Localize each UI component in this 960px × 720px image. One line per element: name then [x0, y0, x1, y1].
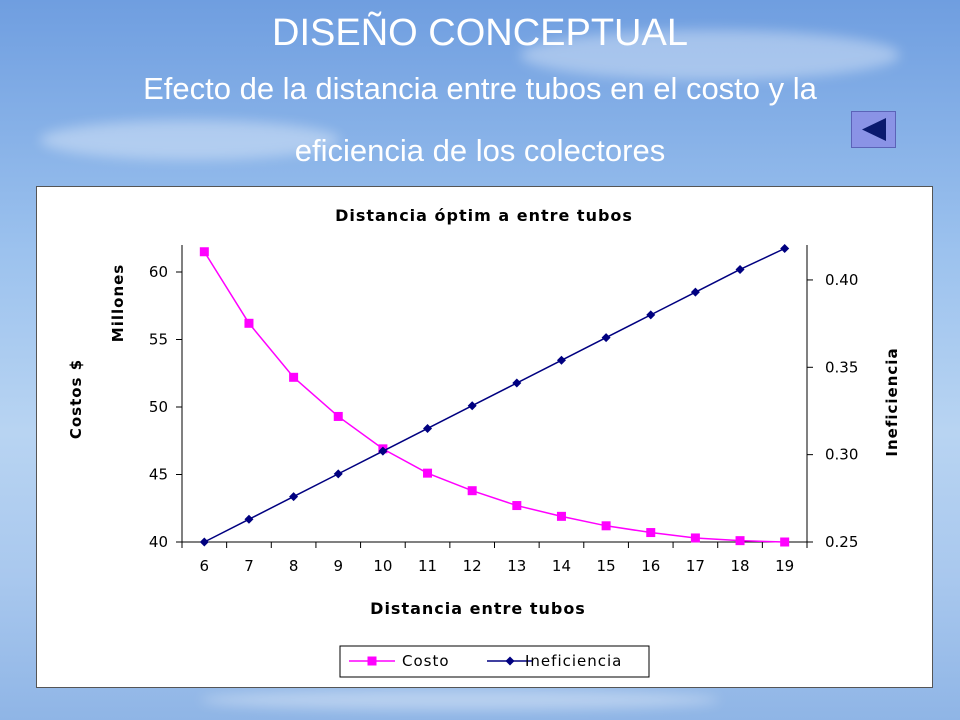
legend-marker-ineficiencia: [505, 656, 515, 666]
subtitle-line-2: eficiencia de los colectores: [294, 133, 666, 168]
x-axis-label: Distancia entre tubos: [370, 599, 586, 618]
x-tick-label: 17: [686, 557, 705, 575]
chart-title: Distancia óptim a entre tubos: [335, 206, 633, 225]
data-point-costo: [289, 372, 299, 382]
x-tick-label: 7: [244, 557, 254, 575]
x-tick-label: 11: [418, 557, 437, 575]
legend-label-ineficiencia: Ineficiencia: [525, 652, 622, 670]
data-point-costo: [690, 533, 700, 543]
data-point-ineficiencia: [735, 264, 745, 274]
back-button[interactable]: [851, 111, 896, 148]
y-tick-label-left: 50: [149, 398, 168, 416]
x-tick-label: 10: [373, 557, 392, 575]
x-tick-label: 6: [200, 557, 210, 575]
data-point-ineficiencia: [423, 423, 433, 433]
series-group: [199, 243, 790, 547]
y-axis-label-left: Costos $: [67, 359, 85, 439]
data-point-costo: [646, 528, 656, 538]
data-point-ineficiencia: [601, 333, 611, 343]
data-point-costo: [512, 501, 522, 511]
y-tick-label-left: 40: [149, 533, 168, 551]
slide-title: DISEÑO CONCEPTUAL: [272, 12, 688, 54]
background-cloud: [520, 30, 900, 80]
data-point-ineficiencia: [556, 355, 566, 365]
x-tick-label: 13: [507, 557, 526, 575]
x-tick-label: 18: [730, 557, 749, 575]
y-tick-label-right: 0.25: [825, 533, 858, 551]
y-axis-units-left: Millones: [109, 264, 127, 342]
data-point-costo: [601, 521, 611, 531]
slide-subtitle: Efecto de la distancia entre tubos en el…: [60, 58, 900, 182]
y-tick-label-right: 0.40: [825, 271, 858, 289]
data-point-ineficiencia: [378, 446, 388, 456]
x-tick-label: 9: [333, 557, 343, 575]
background-cloud: [200, 690, 720, 710]
data-point-ineficiencia: [646, 310, 656, 320]
data-point-costo: [199, 247, 209, 257]
background-cloud: [40, 120, 340, 160]
subtitle-line-1: Efecto de la distancia entre tubos en el…: [143, 71, 817, 106]
data-point-ineficiencia: [690, 287, 700, 297]
data-point-ineficiencia: [289, 492, 299, 502]
x-tick-label: 19: [775, 557, 794, 575]
data-point-ineficiencia: [199, 537, 209, 547]
data-point-costo: [467, 486, 477, 496]
axes: 6 7 8 9 10 11 12 13 14 15 16 17 18 19 40 45 50 55 60 0.25 0.…: [149, 245, 858, 575]
data-point-ineficiencia: [467, 401, 477, 411]
chart: 6 7 8 9 10 11 12 13 14 15 16 17 18 19 40 45 50 55 60 0.25 0.…: [67, 206, 901, 678]
series-line-costo: [203, 251, 785, 543]
series-line-ineficiencia: [203, 247, 785, 543]
data-point-costo: [780, 537, 790, 547]
legend-marker-costo: [367, 656, 377, 666]
legend-label-costo: Costo: [402, 652, 450, 670]
data-point-costo: [423, 468, 433, 478]
x-tick-label: 12: [463, 557, 482, 575]
data-point-ineficiencia: [244, 514, 254, 524]
y-axis-label-right: Ineficiencia: [883, 347, 901, 456]
data-point-ineficiencia: [780, 243, 790, 253]
y-tick-label-right: 0.35: [825, 358, 858, 376]
chart-panel: 6 7 8 9 10 11 12 13 14 15 16 17 18 19 40 45 50 55 60 0.25 0.…: [36, 186, 933, 688]
data-point-costo: [556, 511, 566, 521]
x-tick-label: 14: [552, 557, 571, 575]
y-tick-label-right: 0.30: [825, 446, 858, 464]
y-tick-label-left: 45: [149, 466, 168, 484]
data-point-ineficiencia: [333, 469, 343, 479]
x-tick-label: 15: [597, 557, 616, 575]
y-tick-label-left: 55: [149, 331, 168, 349]
data-point-costo: [333, 411, 343, 421]
triangle-left-icon: [862, 118, 886, 141]
legend: Costo Ineficiencia: [339, 645, 650, 678]
x-tick-label: 16: [641, 557, 660, 575]
data-point-ineficiencia: [512, 378, 522, 388]
y-tick-label-left: 60: [149, 263, 168, 281]
data-point-costo: [735, 536, 745, 546]
x-tick-label: 8: [289, 557, 299, 575]
data-point-costo: [244, 318, 254, 328]
